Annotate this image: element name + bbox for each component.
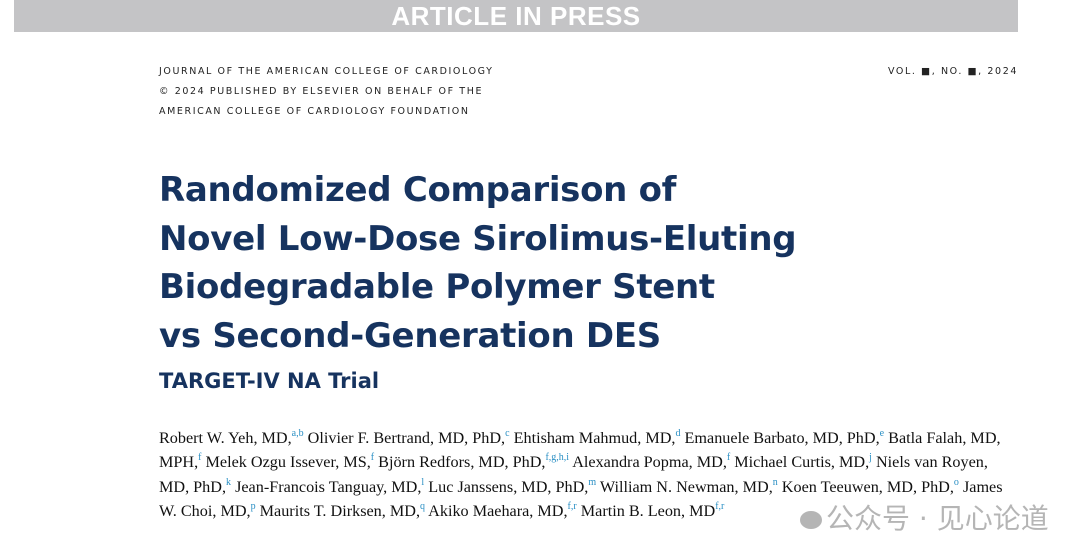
wechat-icon: [800, 511, 822, 529]
author-name: Emanuele Barbato, MD, PhD,: [684, 429, 880, 447]
copyright-line: © 2024 PUBLISHED BY ELSEVIER ON BEHALF O…: [159, 86, 484, 97]
title-line: Biodegradable Polymer Stent: [159, 267, 715, 307]
author-name: Björn Redfors, MD, PhD,: [378, 453, 546, 472]
author: Martin B. Leon, MDf,r: [580, 501, 725, 521]
journal-info: JOURNAL OF THE AMERICAN COLLEGE OF CARDI…: [159, 62, 494, 122]
author-name: Niels van Royen, MD, PhD,: [159, 453, 988, 496]
affiliation-link[interactable]: o: [953, 476, 959, 488]
watermark: 公众号 · 见心论道: [800, 497, 1049, 537]
journal-name: JOURNAL OF THE AMERICAN COLLEGE OF CARDI…: [159, 66, 494, 77]
author-name: Olivier F. Bertrand, MD, PhD,: [307, 429, 506, 447]
author: Olivier F. Bertrand, MD, PhD,c: [307, 428, 510, 448]
author: Maurits T. Dirksen, MD,q: [259, 501, 426, 521]
volume-info: VOL. ■, NO. ■, 2024: [888, 66, 1018, 77]
affiliation-link[interactable]: c: [505, 428, 510, 439]
author-name: Maurits T. Dirksen, MD,: [259, 502, 421, 521]
author-name: Alexandra Popma, MD,: [572, 453, 727, 472]
author: Björn Redfors, MD, PhD,f,g,h,i: [378, 452, 570, 472]
author: Akiko Maehara, MD,f,r: [428, 501, 577, 521]
author: Jean-Francois Tanguay, MD,l: [235, 476, 425, 496]
affiliation-link[interactable]: f,r: [715, 501, 725, 513]
article-title: Randomized Comparison of Novel Low-Dose …: [159, 166, 797, 360]
author-name: Ehtisham Mahmud, MD,: [513, 429, 676, 447]
affiliation-link[interactable]: l: [421, 476, 425, 488]
author-name: Jean-Francois Tanguay, MD,: [235, 477, 422, 496]
affiliation-link[interactable]: n: [772, 476, 778, 488]
affiliation-link[interactable]: f: [198, 452, 202, 464]
author: Robert W. Yeh, MD,a,b: [159, 428, 304, 448]
title-line: Randomized Comparison of: [159, 170, 677, 210]
affiliation-link[interactable]: f,g,h,i: [545, 452, 570, 464]
affiliation-link[interactable]: f: [370, 452, 375, 464]
author: Niels van Royen, MD, PhD,k: [159, 453, 988, 495]
author-name: William N. Newman, MD,: [599, 477, 773, 496]
author: Alexandra Popma, MD,f: [572, 452, 731, 472]
author: Batla Falah, MD, MPH,f: [159, 429, 1001, 471]
author-name: Robert W. Yeh, MD,: [159, 429, 292, 447]
watermark-text: 公众号 · 见心论道: [826, 502, 1049, 535]
author-name: Koen Teeuwen, MD, PhD,: [781, 477, 954, 496]
author: William N. Newman, MD,n: [599, 476, 778, 496]
author-name: Michael Curtis, MD,: [734, 453, 870, 472]
affiliation-link[interactable]: p: [250, 501, 256, 513]
copyright-line-2: AMERICAN COLLEGE OF CARDIOLOGY FOUNDATIO…: [159, 106, 470, 117]
author: Melek Ozgu Issever, MS,f: [205, 452, 375, 472]
affiliation-link[interactable]: q: [420, 501, 426, 513]
affiliation-link[interactable]: k: [226, 476, 232, 488]
affiliation-link[interactable]: f: [726, 452, 731, 464]
affiliation-link[interactable]: m: [588, 476, 597, 488]
affiliation-link[interactable]: f,r: [567, 501, 577, 513]
author: Luc Janssens, MD, PhD,m: [428, 476, 597, 496]
affiliation-link[interactable]: e: [879, 428, 885, 439]
author: Ehtisham Mahmud, MD,d: [513, 428, 681, 448]
author-name: Martin B. Leon, MD: [580, 502, 716, 521]
banner-text: ARTICLE IN PRESS: [391, 1, 641, 31]
author: Michael Curtis, MD,j: [734, 452, 872, 472]
author-name: Luc Janssens, MD, PhD,: [428, 477, 589, 496]
author: James W. Choi, MD,p: [159, 478, 1003, 520]
affiliation-link[interactable]: j: [869, 452, 872, 464]
author: Emanuele Barbato, MD, PhD,e: [684, 428, 885, 448]
article-subtitle: TARGET-IV NA Trial: [159, 369, 380, 393]
affiliation-link[interactable]: a,b: [291, 428, 304, 439]
affiliation-link[interactable]: d: [675, 428, 681, 439]
author-list: Robert W. Yeh, MD,a,b Olivier F. Bertran…: [159, 426, 1019, 524]
article-in-press-banner: ARTICLE IN PRESS: [14, 0, 1018, 32]
author-name: Melek Ozgu Issever, MS,: [205, 453, 371, 472]
author-name: Batla Falah, MD, MPH,: [159, 429, 1001, 472]
author-name: James W. Choi, MD,: [159, 477, 1003, 521]
title-line: Novel Low-Dose Sirolimus-Eluting: [159, 218, 797, 259]
author-name: Akiko Maehara, MD,: [428, 502, 568, 521]
author: Koen Teeuwen, MD, PhD,o: [781, 476, 959, 496]
title-line: vs Second-Generation DES: [159, 315, 661, 356]
